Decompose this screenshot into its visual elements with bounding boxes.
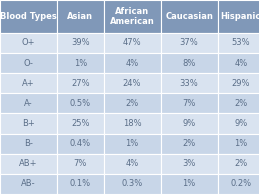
Bar [104,154,161,174]
Bar [0,73,57,93]
Bar [161,154,218,174]
Bar [218,33,259,53]
Text: 0.3%: 0.3% [121,179,143,188]
Text: 1%: 1% [74,59,87,68]
Bar [104,93,161,113]
Bar [0,33,57,53]
Text: AB+: AB+ [19,159,38,168]
Bar [0,53,57,73]
Text: 2%: 2% [182,139,196,148]
Bar [218,93,259,113]
Text: 1%: 1% [234,139,248,148]
Bar [57,53,104,73]
Bar [57,154,104,174]
Text: African
American: African American [110,7,154,26]
Text: 1%: 1% [125,139,139,148]
Bar [161,113,218,134]
Text: 4%: 4% [125,159,139,168]
Text: 2%: 2% [234,159,248,168]
Bar [104,0,161,33]
Bar [57,0,104,33]
Bar [218,134,259,154]
Bar [161,134,218,154]
Bar [161,93,218,113]
Bar [0,134,57,154]
Text: Asian: Asian [67,12,93,21]
Bar [0,174,57,194]
Bar [57,134,104,154]
Bar [218,0,259,33]
Text: 39%: 39% [71,38,90,48]
Text: 25%: 25% [71,119,90,128]
Bar [57,33,104,53]
Text: 29%: 29% [232,79,250,88]
Text: 7%: 7% [74,159,87,168]
Text: O+: O+ [22,38,35,48]
Bar [161,33,218,53]
Text: 18%: 18% [123,119,141,128]
Bar [218,174,259,194]
Bar [57,93,104,113]
Text: 7%: 7% [182,99,196,108]
Bar [104,33,161,53]
Text: 53%: 53% [232,38,250,48]
Text: 0.1%: 0.1% [70,179,91,188]
Text: B-: B- [24,139,33,148]
Text: 27%: 27% [71,79,90,88]
Text: AB-: AB- [21,179,36,188]
Bar [57,174,104,194]
Text: 9%: 9% [182,119,196,128]
Text: 3%: 3% [182,159,196,168]
Text: 9%: 9% [234,119,248,128]
Text: A+: A+ [22,79,35,88]
Text: 33%: 33% [180,79,198,88]
Text: 1%: 1% [182,179,196,188]
Text: 2%: 2% [125,99,139,108]
Text: 47%: 47% [123,38,141,48]
Bar [57,113,104,134]
Bar [161,174,218,194]
Bar [161,0,218,33]
Text: Blood Types: Blood Types [0,12,57,21]
Bar [218,154,259,174]
Text: Caucasian: Caucasian [165,12,213,21]
Bar [104,73,161,93]
Text: 0.5%: 0.5% [70,99,91,108]
Text: 37%: 37% [180,38,198,48]
Text: Hispanic: Hispanic [221,12,259,21]
Text: 8%: 8% [182,59,196,68]
Bar [104,113,161,134]
Bar [161,73,218,93]
Text: 0.4%: 0.4% [70,139,91,148]
Bar [57,73,104,93]
Text: 24%: 24% [123,79,141,88]
Bar [0,0,57,33]
Bar [0,93,57,113]
Text: A-: A- [24,99,33,108]
Text: 4%: 4% [125,59,139,68]
Bar [218,53,259,73]
Bar [0,154,57,174]
Bar [218,113,259,134]
Bar [104,174,161,194]
Bar [104,53,161,73]
Text: B+: B+ [22,119,35,128]
Text: 2%: 2% [234,99,248,108]
Text: O-: O- [24,59,33,68]
Text: 0.2%: 0.2% [230,179,251,188]
Text: 4%: 4% [234,59,248,68]
Bar [104,134,161,154]
Bar [218,73,259,93]
Bar [0,113,57,134]
Bar [161,53,218,73]
